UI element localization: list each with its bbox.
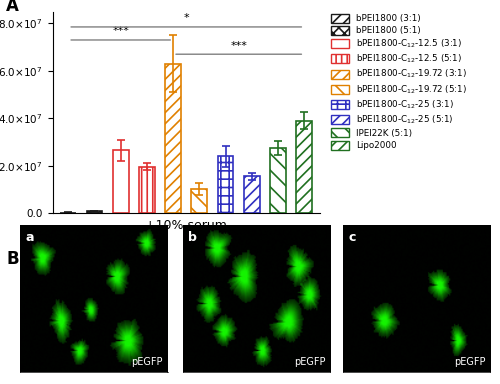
- Text: b: b: [188, 230, 198, 243]
- Bar: [166, 64, 181, 213]
- Text: pEGFP: pEGFP: [132, 357, 163, 367]
- Bar: [139, 167, 155, 213]
- Bar: [113, 150, 128, 213]
- Text: *: *: [184, 13, 189, 23]
- Text: pEGFP: pEGFP: [294, 357, 326, 367]
- Text: pEGFP: pEGFP: [454, 357, 486, 367]
- Text: B: B: [6, 250, 19, 268]
- Text: a: a: [26, 230, 34, 243]
- Bar: [296, 121, 312, 213]
- Bar: [270, 148, 286, 213]
- Bar: [244, 176, 260, 213]
- Bar: [218, 156, 234, 213]
- Text: ***: ***: [112, 26, 129, 36]
- Text: ***: ***: [230, 41, 247, 51]
- Bar: [192, 189, 207, 213]
- Text: c: c: [348, 230, 356, 243]
- Legend: bPEI1800 (3:1), bPEI1800 (5:1), bPEI1800-C$_{12}$-12.5 (3:1), bPEI1800-C$_{12}$-: bPEI1800 (3:1), bPEI1800 (5:1), bPEI1800…: [330, 12, 469, 152]
- Text: A: A: [6, 0, 18, 15]
- Bar: [86, 211, 102, 213]
- X-axis label: +10% serum: +10% serum: [146, 218, 227, 232]
